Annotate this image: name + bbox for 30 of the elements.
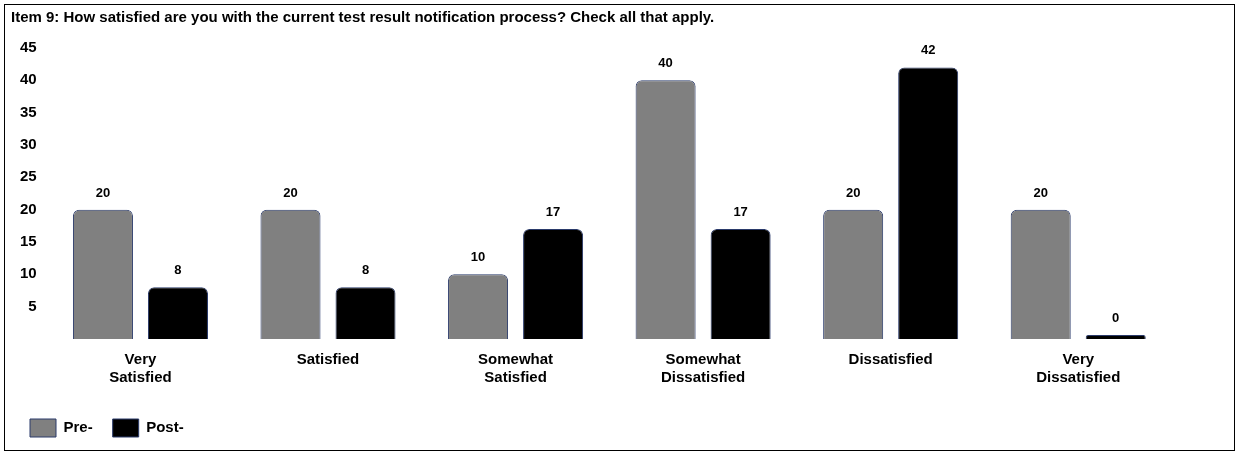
data-label: 20: [95, 184, 111, 200]
y-tick-label: 35: [20, 102, 37, 120]
data-label: 8: [174, 262, 182, 278]
legend-label: Pre-: [63, 418, 93, 436]
data-label: 40: [658, 55, 673, 71]
data-label: 10: [470, 249, 486, 265]
data-label: 20: [283, 184, 298, 200]
data-label: 42: [920, 42, 936, 58]
data-label: 17: [545, 204, 561, 220]
x-tick-label: Very Dissatisfied: [1036, 350, 1121, 386]
x-tick-label: Satisfied: [296, 350, 360, 368]
y-tick-label: 20: [20, 199, 37, 217]
data-label: 20: [1033, 184, 1048, 200]
y-tick-label: 40: [20, 70, 37, 88]
x-tick-label: Dissatisfied: [848, 350, 933, 368]
x-tick-label: Somewhat Satisfied: [478, 350, 554, 386]
data-label: 0: [1112, 310, 1120, 326]
y-tick-label: 10: [20, 264, 37, 282]
x-tick-label: Somewhat Dissatisfied: [661, 350, 746, 386]
data-label: 8: [361, 262, 370, 278]
y-tick-label: 30: [20, 135, 37, 153]
y-tick-label: 25: [20, 167, 37, 185]
chart-title: Item 9: How satisfied are you with the current test result notification process? Check all that apply.: [11, 8, 715, 25]
y-tick-label: 15: [20, 232, 37, 250]
x-tick-label: Very Satisfied: [109, 350, 172, 386]
y-tick-label: 45: [20, 38, 37, 56]
data-label: 20: [845, 184, 861, 200]
data-label: 17: [733, 204, 748, 220]
y-tick-label: 5: [28, 296, 37, 314]
legend-label: Post-: [146, 418, 184, 436]
